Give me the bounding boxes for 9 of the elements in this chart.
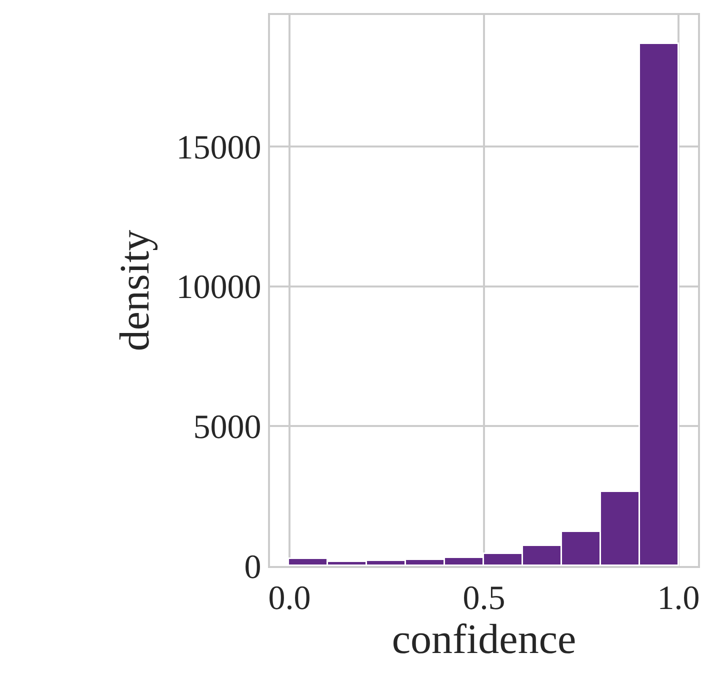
x-tick-label: 1.0 [657, 580, 700, 617]
y-tick-label: 5000 [193, 409, 262, 446]
x-tick-label: 0.0 [268, 580, 311, 617]
y-tick-label: 15000 [176, 129, 262, 166]
y-axis-title: density [112, 230, 158, 352]
y-tick-label: 0 [244, 548, 262, 586]
y-tick-label: 10000 [176, 269, 262, 306]
x-tick-label: 0.5 [462, 580, 506, 617]
x-axis-title: confidence [392, 616, 576, 663]
